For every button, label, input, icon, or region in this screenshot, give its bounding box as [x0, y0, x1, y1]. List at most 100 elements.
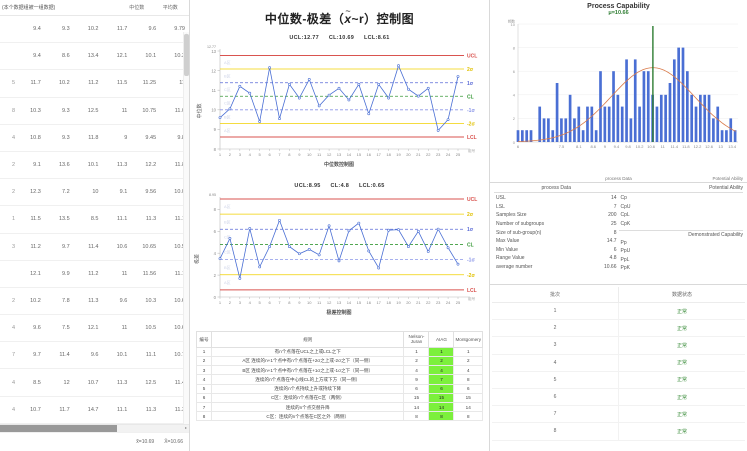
control-line-label-CL: CL: [467, 242, 474, 248]
stat-row: PpK: [619, 264, 744, 273]
stat-key: CpL: [620, 212, 630, 219]
stat-row: average number 10.66: [494, 263, 619, 272]
vertical-scrollbar[interactable]: ▲ ▼: [183, 32, 189, 424]
table-cell: 13.5: [44, 205, 74, 234]
rules-col-aiag: AIAG: [428, 331, 455, 348]
table-cell: 11.3: [131, 396, 161, 424]
x-tick-label: 4: [249, 152, 252, 157]
table-row[interactable]: 7 9.7 11.4 9.6 10.1 11.1 10.7: [0, 341, 189, 370]
table-row[interactable]: 8 正常: [492, 422, 745, 441]
table-row[interactable]: 12.1 9.9 11.2 11 11.56 11.1: [0, 260, 189, 288]
process-capability-chart[interactable]: Process Capability μ=10.66 0 2 4 6 8 10 频数 6 7.5…: [490, 0, 747, 183]
histogram-bar: [564, 118, 568, 142]
data-table-header: (本个数据组被一组数据) 中位数 平均数: [0, 0, 189, 16]
y-tick-label: 13: [211, 49, 216, 54]
table-row[interactable]: 3 正常: [492, 336, 745, 355]
rules-col-nelson-juran: Nelson-Juran: [403, 331, 430, 348]
table-row[interactable]: 6 正常: [492, 388, 745, 407]
row-index-cell: 7: [0, 341, 16, 370]
rules-cell-nj: 4: [403, 365, 430, 376]
stat-key: Size of sub-group(n): [496, 229, 542, 236]
histogram-bar: [638, 106, 641, 142]
stat-key: PpU: [620, 248, 631, 255]
table-row[interactable]: 4 8.5 12 10.7 11.3 12.5 11.4: [0, 368, 189, 397]
table-row[interactable]: 2 12.3 7.2 10 9.1 9.56 10.0: [0, 178, 189, 207]
stat-key: Range Value: [496, 255, 525, 262]
range-cl-label: CL:4.8: [330, 183, 350, 189]
rules-cell-rule: C区：连续的n个点落在C区（两侧）: [210, 392, 405, 403]
histogram-bar: [607, 106, 611, 142]
table-row[interactable]: 511.710.211.211.511.2511: [0, 69, 189, 98]
stat-value: 200: [608, 212, 617, 219]
stat-row: Pp: [619, 238, 744, 247]
table-row[interactable]: 4 正常: [492, 354, 745, 372]
stat-row: Cp: [619, 194, 744, 203]
stat-value: 7: [613, 203, 617, 210]
table-row[interactable]: 9.4 8.6 13.4 12.1 10.1 10.3: [0, 42, 189, 71]
vertical-scroll-thumb[interactable]: [184, 34, 189, 76]
table-row[interactable]: 4 10.7 11.7 14.7 11.1 11.3 11.3: [0, 396, 189, 424]
rules-cell-mg: 1: [453, 346, 483, 357]
histogram-bar: [664, 94, 667, 142]
histogram-bar: [642, 71, 646, 142]
median-control-chart[interactable]: 中位数 8 9 10 11 12 13 12.77 UCL 2σ 1σ CL -1σ -2σ LCL A区 B…: [190, 41, 490, 181]
table-row[interactable]: 2 10.2 7.8 11.3 9.6 10.3 10.6: [0, 287, 189, 316]
median-ucl-label: UCL:12.77: [289, 35, 319, 41]
table-cell: 9.4: [16, 16, 45, 44]
table-row[interactable]: 9.4 9.3 10.2 11.7 9.6 9.79: [0, 16, 189, 44]
table-cell: 9.3: [44, 97, 74, 125]
range-control-chart[interactable]: 极差 0 2 4 6 8 8.95 UCL 2σ 1σ CL -1σ -2σ LCL A区 B区 C区 C区 B区…: [190, 189, 490, 329]
rules-cell-no: 2: [196, 355, 212, 367]
y-tick-label: 10: [211, 108, 216, 113]
horizontal-scrollbar[interactable]: ▸: [0, 424, 189, 432]
scroll-right-arrow[interactable]: ▸: [184, 425, 187, 430]
table-cell: 13.6: [44, 151, 74, 180]
x-tick-label: 23: [436, 300, 441, 305]
histogram-bar: [516, 130, 520, 142]
table-row[interactable]: 21110.28.212.39.99.8: [0, 423, 189, 424]
stat-value: 14.7: [606, 238, 617, 245]
data-point: [317, 253, 321, 257]
data-point: [446, 118, 450, 122]
stat-row: Range Value 4.8: [494, 254, 619, 263]
data-table-body[interactable]: 9.4 9.3 10.2 11.7 9.6 9.79 9.4 8.6 13.4 12.1 10.1 1…: [0, 16, 189, 424]
stat-key: average number: [496, 264, 533, 271]
data-point: [268, 245, 271, 249]
table-cell: 8.2: [73, 423, 103, 424]
data-point: [446, 246, 450, 250]
table-row[interactable]: 8 10.3 9.3 12.5 11 10.75 11.0: [0, 97, 189, 125]
table-row[interactable]: 1 正常: [492, 302, 745, 321]
table-row[interactable]: 1 11.5 13.5 8.5 11.1 11.3 11.1: [0, 205, 189, 234]
median-lcl-label: LCL:8.61: [363, 35, 390, 41]
rules-cell-rule: 有n个点落在UCL之上或LCL之下: [210, 346, 405, 357]
rules-cell-no: 4: [196, 374, 212, 385]
x-tick-label: 6: [268, 152, 271, 157]
horizontal-scroll-thumb[interactable]: [0, 425, 118, 432]
table-row[interactable]: 5 正常: [492, 371, 745, 389]
table-row[interactable]: 2 正常: [492, 319, 745, 338]
histogram-bar: [612, 71, 615, 142]
table-row[interactable]: 4 10.8 9.3 11.8 9 9.45 9.8: [0, 124, 189, 152]
data-point: [387, 96, 390, 100]
table-row[interactable]: 7 正常: [492, 405, 745, 424]
table-row[interactable]: 4 9.6 7.5 12.1 11 10.5 10.6: [0, 314, 189, 343]
histogram-bar: [686, 71, 689, 142]
x-tick-label: 15: [357, 300, 362, 305]
rules-cell-nj: 8: [403, 411, 430, 422]
x-tick-label: 11: [661, 144, 666, 149]
table-cell: 12.5: [73, 97, 103, 125]
rules-cell-nj: 2: [403, 355, 430, 367]
batch-number-cell: 7: [492, 405, 619, 424]
data-point: [357, 82, 361, 86]
batch-status-box[interactable]: 批次 数据状态 1 正常 2 正常 3 正常 4 正常 5 正常 6 正常 7 正常 8 正常: [490, 285, 747, 451]
table-cell: 9: [102, 124, 132, 152]
table-cell: 12: [44, 368, 74, 397]
control-line-label--1sigma: -1σ: [467, 258, 475, 264]
histogram-bar: [646, 71, 650, 142]
histogram-bar: [599, 71, 602, 142]
table-row[interactable]: 2 9.1 13.6 10.1 11.3 12.2 11.8: [0, 151, 189, 180]
page-title: 中位数-极差（ ~ x~r）控制图: [190, 0, 489, 27]
x-tick-label: 24: [446, 152, 451, 157]
table-row[interactable]: 3 11.2 9.7 11.4 10.6 10.65 10.5: [0, 233, 189, 261]
